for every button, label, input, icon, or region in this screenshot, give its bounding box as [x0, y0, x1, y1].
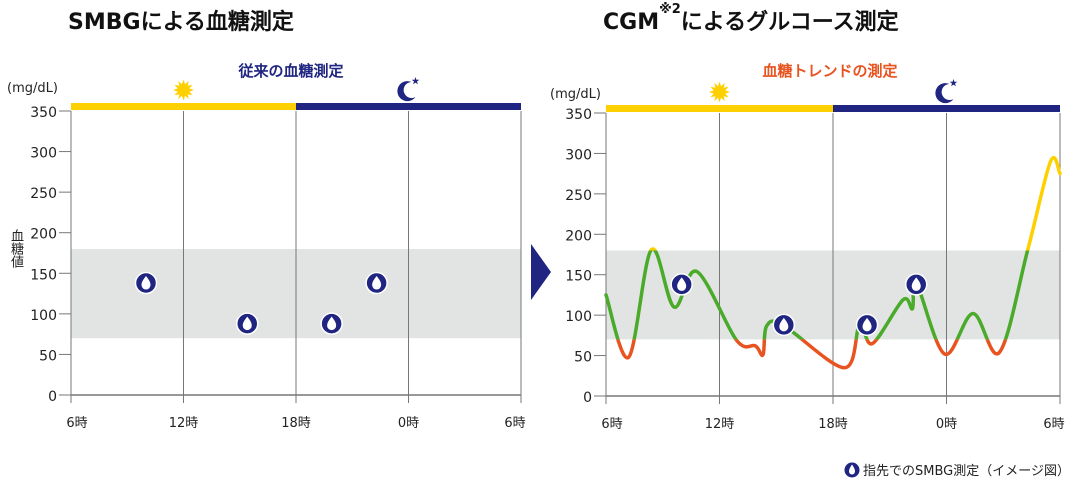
x-tick-label: 0時 [936, 417, 957, 432]
y-tick-label: 100 [565, 309, 592, 325]
legend-label: 指先でのSMBG測定（イメージ図） [863, 464, 1070, 479]
blood-drop-icon [141, 276, 151, 290]
x-tick-label: 6時 [504, 416, 525, 431]
arrow-right-icon [531, 244, 551, 300]
y-tick-label: 200 [30, 227, 57, 243]
blood-drop-icon [779, 317, 789, 332]
y-tick-label: 150 [565, 269, 592, 285]
chart-subtitle: 従来の血糖測定 [237, 62, 343, 80]
smbg-drop-marker [365, 271, 388, 295]
day-bar [71, 103, 296, 110]
y-tick-label: 150 [30, 267, 57, 283]
y-tick-label: 50 [574, 350, 592, 366]
smbg-drop-marker [904, 273, 928, 296]
cgm-title-rest: によるグルコース測定 [680, 10, 899, 35]
y-tick-label: 250 [30, 186, 57, 202]
smbg-drop-marker [320, 312, 343, 335]
y-tick-label: 300 [30, 146, 57, 162]
footnote-mark: ※2 [659, 2, 681, 17]
star-icon [411, 77, 420, 85]
moon-icon [935, 83, 954, 104]
sun-icon [709, 81, 730, 103]
smbg-drop-marker [670, 273, 693, 296]
blood-drop-icon [677, 277, 687, 291]
cgm-label: CGM [603, 10, 660, 35]
blood-drop-icon [844, 462, 860, 477]
x-tick-label: 12時 [169, 416, 199, 431]
x-tick-label: 18時 [281, 416, 311, 431]
y-unit-label: (mg/dL) [550, 87, 601, 102]
y-tick-label: 350 [565, 107, 592, 123]
y-tick-label: 0 [583, 390, 592, 406]
glucose-curve-low [616, 339, 1008, 370]
y-tick-label: 200 [565, 228, 592, 244]
night-bar [833, 105, 1060, 112]
chart-subtitle: 血糖トレンドの測定 [762, 62, 897, 80]
blood-drop-icon [862, 317, 872, 332]
legend: 指先でのSMBG測定（イメージ図） [844, 460, 1070, 479]
blood-drop-icon [911, 277, 921, 291]
y-tick-label: 100 [30, 308, 57, 324]
moon-icon [397, 81, 416, 102]
y-tick-label: 0 [48, 389, 57, 405]
left-chart: 従来の血糖測定 (mg/dL) 6時 12時 18時 0時 6時 0 50 100 150 200 25… [7, 62, 526, 431]
sun-icon [173, 79, 194, 101]
smbg-drop-marker [134, 271, 158, 295]
night-bar [296, 103, 521, 110]
x-tick-label: 6時 [601, 417, 622, 432]
blood-drop-icon [327, 316, 337, 331]
smbg-drop-marker [236, 312, 259, 335]
right-chart: 血糖トレンドの測定 (mg/dL) 6時 12時 18時 0時 6時 0 50 100 150 200… [550, 62, 1065, 432]
day-bar [606, 105, 833, 112]
left-chart-title: SMBGによる血糖測定 [68, 10, 294, 35]
y-tick-label: 350 [30, 105, 57, 121]
y-tick-label: 250 [565, 188, 592, 204]
y-tick-label: 50 [39, 348, 57, 364]
y-tick-label: 300 [565, 147, 592, 163]
y-axis-label: 血糖値 [8, 229, 23, 268]
x-tick-label: 18時 [818, 417, 848, 432]
blood-drop-icon [242, 316, 252, 331]
x-tick-label: 6時 [66, 416, 87, 431]
glucose-curve-in-range [604, 250, 1030, 340]
moon-star-icon [397, 77, 420, 102]
smbg-drop-marker [855, 313, 879, 337]
smbg-drop-marker [772, 313, 796, 337]
moon-star-icon [935, 79, 958, 104]
y-unit-label: (mg/dL) [7, 81, 58, 96]
right-chart-title: CGM※2によるグルコース測定 [603, 2, 899, 36]
x-tick-label: 6時 [1043, 417, 1064, 432]
star-icon [949, 79, 958, 87]
blood-drop-icon [372, 276, 382, 290]
x-tick-label: 12時 [705, 417, 735, 432]
x-tick-label: 0時 [398, 416, 419, 431]
